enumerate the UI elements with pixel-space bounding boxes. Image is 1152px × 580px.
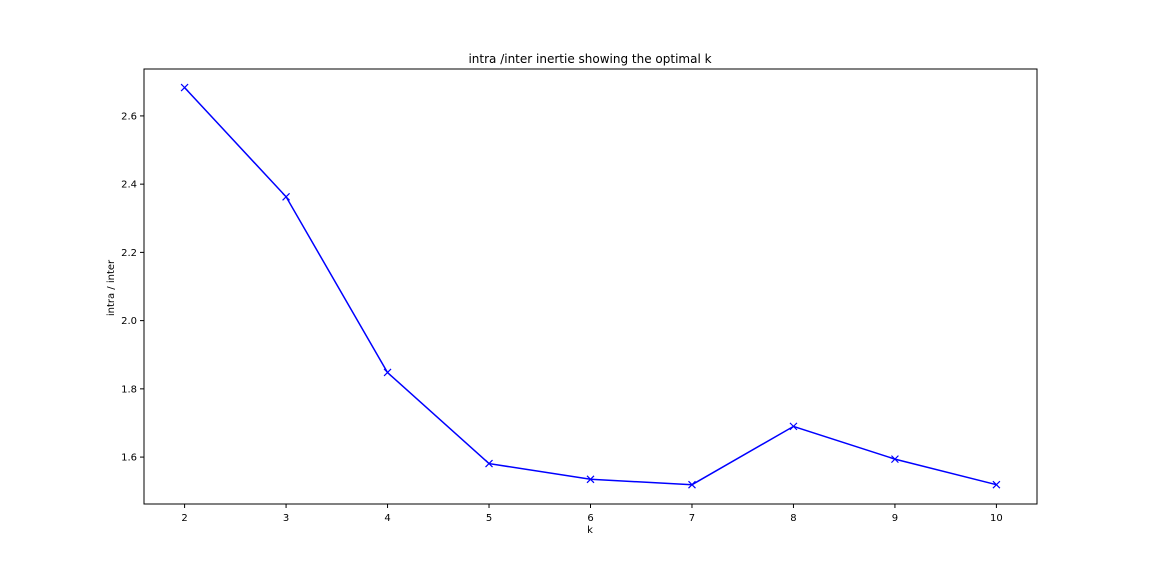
y-tick-label: 2.6 [121,111,137,122]
data-point-marker [789,422,798,431]
y-tick-label: 1.8 [121,384,137,395]
data-point-marker [180,83,189,92]
data-point-marker [282,192,290,201]
y-tick-label: 2.0 [121,316,137,327]
data-point-marker [891,455,899,464]
x-tick-label: 6 [587,513,593,524]
x-tick-label: 4 [384,513,390,524]
data-point-marker [485,459,493,468]
y-tick-label: 2.2 [121,248,137,259]
y-axis: 1.6 1.8 2.0 2.2 2.4 2.6 [121,111,144,464]
y-axis-label: intra / inter [106,259,117,316]
data-point-marker [992,480,1001,489]
x-tick-label: 9 [892,513,898,524]
y-tick-label: 1.6 [121,453,137,464]
data-point-marker [383,368,392,377]
data-point-marker [586,475,595,484]
plot-area [180,83,1001,489]
x-axis: 2 3 4 5 6 7 8 9 10 [181,504,1003,524]
x-axis-label: k [587,525,593,536]
data-point-marker [688,480,696,489]
x-tick-label: 3 [283,513,289,524]
x-tick-label: 10 [990,513,1003,524]
x-tick-label: 7 [689,513,695,524]
chart-title: intra /inter inertie showing the optimal… [468,52,711,66]
x-tick-label: 8 [790,513,796,524]
x-tick-label: 2 [181,513,187,524]
x-tick-label: 5 [486,513,492,524]
y-tick-label: 2.4 [121,180,137,191]
